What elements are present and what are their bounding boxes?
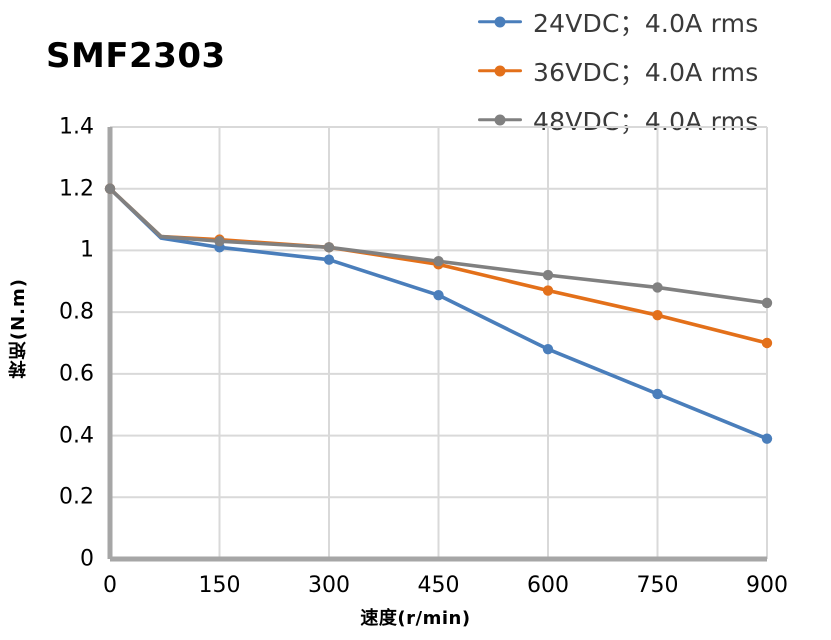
- data-point: [323, 254, 335, 265]
- series-markers: [104, 183, 773, 444]
- axis-lines: [107, 127, 767, 562]
- data-point: [323, 242, 335, 253]
- chart-title: SMF2303: [46, 36, 226, 76]
- x-tick-label: 300: [308, 573, 350, 598]
- x-tick-label: 750: [636, 573, 679, 598]
- y-tick-label: 1.2: [59, 176, 94, 202]
- data-point: [214, 235, 225, 247]
- data-point: [542, 343, 554, 355]
- series-line-0: [108, 186, 769, 441]
- x-tick-label: 0: [103, 573, 117, 598]
- legend-marker-48vdc: [478, 113, 522, 127]
- data-point: [652, 310, 663, 321]
- legend-item-48vdc: 48VDC；4.0A rms: [478, 102, 758, 138]
- data-point: [652, 282, 663, 293]
- y-tick-label: 0: [80, 546, 94, 572]
- legend-label-24vdc: 24VDC；4.0A rms: [533, 9, 759, 38]
- x-tick-label: 450: [417, 573, 460, 598]
- legend-marker-24vdc: [478, 15, 522, 29]
- legend-dot-48vdc: [494, 114, 506, 126]
- y-tick-label: 0.6: [59, 361, 94, 387]
- data-point: [761, 433, 773, 444]
- series-lines: [108, 186, 769, 441]
- x-tick-label: 900: [746, 573, 788, 598]
- data-point: [542, 285, 554, 296]
- y-tick-label: 0.8: [59, 299, 94, 325]
- x-tick-label: 600: [527, 573, 569, 598]
- x-tick-label: 150: [198, 573, 241, 598]
- grid-lines: [109, 126, 768, 560]
- legend-label-36vdc: 36VDC；4.0A rms: [533, 58, 759, 87]
- y-tick-label: 0.2: [59, 484, 94, 510]
- data-point: [652, 388, 663, 400]
- data-point: [433, 256, 444, 267]
- chart-legend: 24VDC；4.0A rms 36VDC；4.0A rms 48VDC；4.0A…: [478, 4, 758, 138]
- y-tick-label: 1.4: [59, 114, 94, 140]
- data-point: [433, 289, 444, 301]
- legend-dot-24vdc: [494, 16, 506, 28]
- legend-label-48vdc: 48VDC；4.0A rms: [533, 107, 759, 136]
- y-tick-label: 0.4: [59, 423, 94, 449]
- data-point: [104, 183, 116, 194]
- data-point: [761, 297, 773, 309]
- legend-item-36vdc: 36VDC；4.0A rms: [478, 53, 758, 89]
- series-line-2: [108, 186, 769, 305]
- x-axis-title: 速度(r/min): [360, 608, 471, 629]
- y-tick-label: 1: [80, 237, 94, 263]
- legend-marker-36vdc: [478, 64, 522, 78]
- legend-item-24vdc: 24VDC；4.0A rms: [478, 4, 758, 40]
- data-point: [542, 269, 554, 281]
- data-point: [761, 337, 773, 349]
- legend-dot-36vdc: [494, 65, 506, 77]
